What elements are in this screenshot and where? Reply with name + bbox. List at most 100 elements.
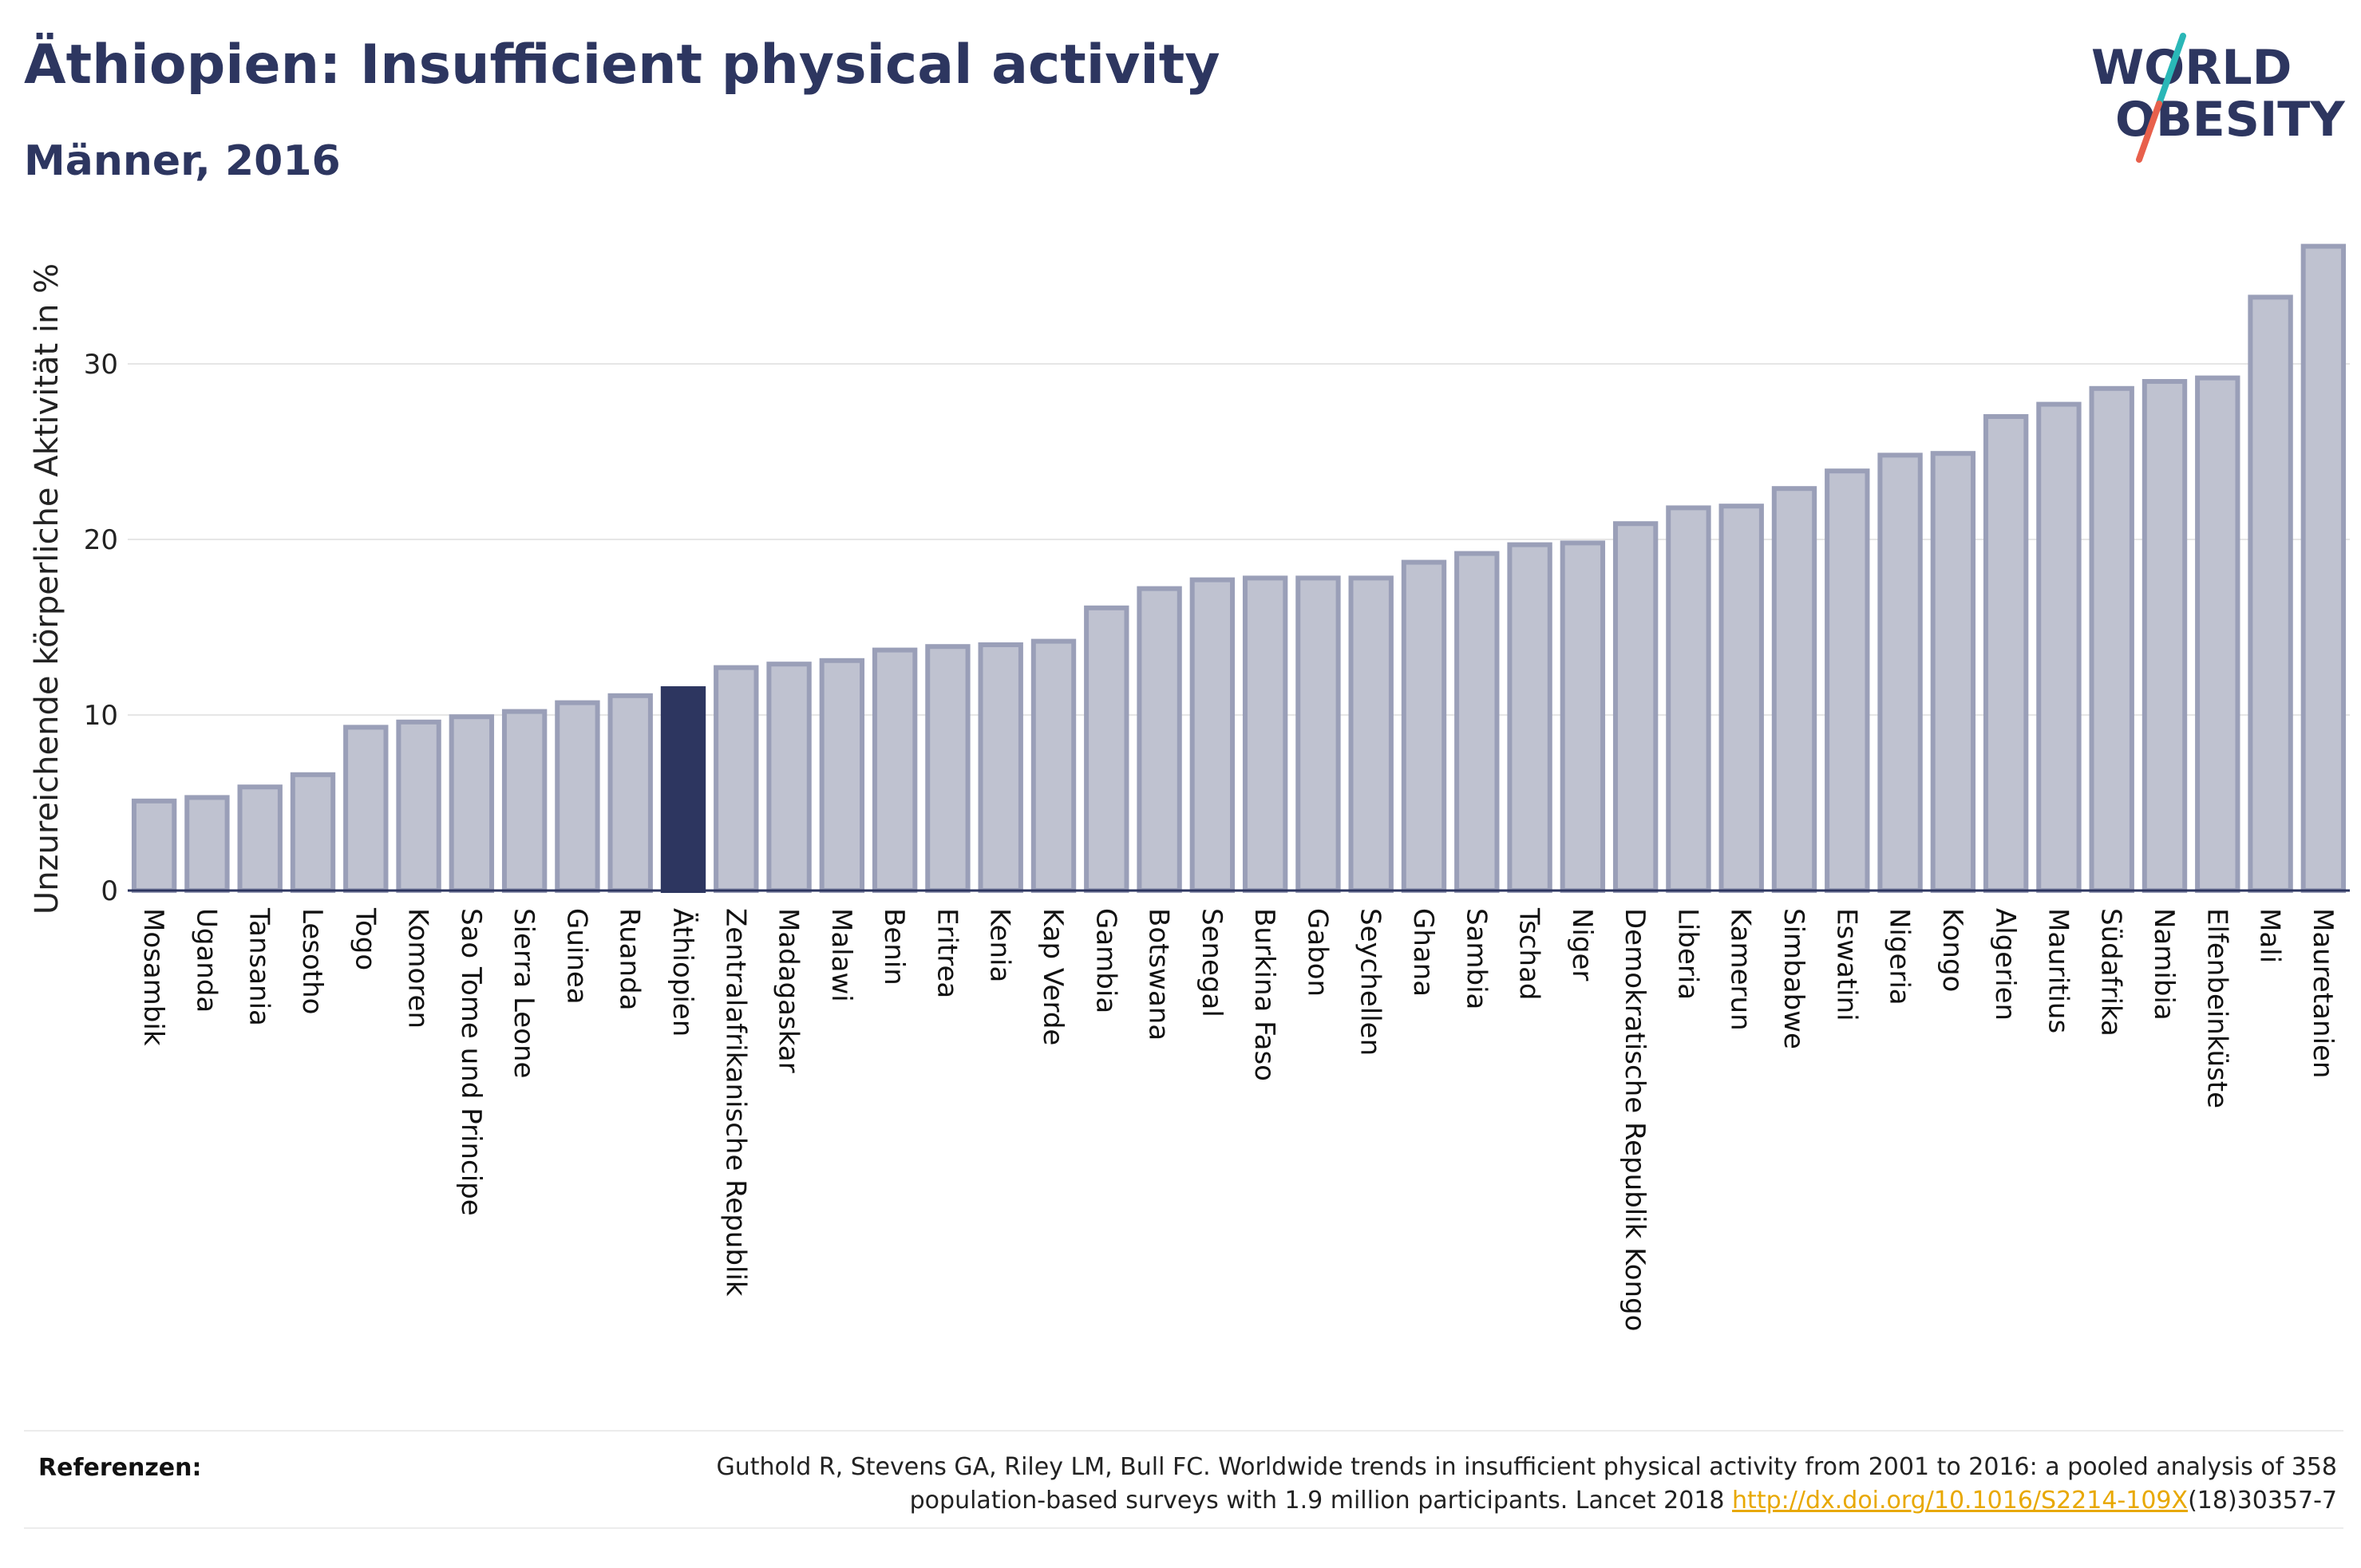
x-category-label: Niger (1566, 908, 1598, 981)
x-category-label: Mosambik (137, 908, 169, 1046)
x-category-label: Botswana (1143, 908, 1175, 1041)
bar (237, 784, 283, 894)
bar (1030, 638, 1077, 893)
x-category-label: Nigeria (1884, 908, 1916, 1005)
bar (555, 700, 600, 893)
x-category-label: Namibia (2148, 908, 2180, 1021)
bar (1454, 551, 1500, 893)
bar (131, 798, 177, 893)
x-category-label: Eritrea (931, 908, 963, 998)
bar-highlighted (660, 686, 706, 893)
bar (343, 725, 389, 894)
x-category-label: Liberia (1671, 908, 1703, 1000)
bar (184, 795, 230, 894)
bar (1295, 575, 1341, 894)
y-axis-title: Unzureichende körperliche Aktivität in % (29, 263, 65, 914)
references-text: Guthold R, Stevens GA, Riley LM, Bull FC… (581, 1451, 2337, 1518)
bar (1137, 586, 1182, 893)
bar (290, 772, 336, 893)
bar (766, 662, 812, 893)
x-category-label: Mali (2254, 908, 2286, 963)
x-category-label: Kap Verde (1037, 908, 1069, 1045)
x-axis-labels: Mosambik Uganda Tansania Lesotho Togo Komoren… (137, 907, 2339, 1331)
logo-line1: WORLD (2091, 40, 2292, 96)
y-tick-label: 20 (84, 524, 118, 556)
y-tick-label: 0 (101, 875, 118, 907)
bar (1666, 505, 1711, 894)
x-category-label: Tschad (1513, 907, 1545, 1001)
x-category-label: Guinea (560, 908, 592, 1005)
references-citation-end: (18)30357-7 (2188, 1487, 2337, 1515)
bar (449, 714, 495, 894)
bar (2195, 375, 2240, 894)
bar (714, 665, 759, 893)
x-category-label: Simbabwe (1778, 908, 1809, 1049)
references-label: Referenzen: (38, 1454, 202, 1482)
bar (1771, 486, 1817, 893)
bar (2089, 385, 2134, 893)
bar (396, 719, 441, 893)
bars (131, 243, 2347, 894)
y-axis-ticks: 0 10 20 30 (84, 349, 118, 907)
x-category-label: Zentralafrikanische Republik (719, 908, 751, 1297)
bar (1930, 451, 1976, 893)
bar (2300, 243, 2347, 894)
x-category-label: Äthiopien (666, 908, 698, 1037)
bar (2142, 379, 2188, 893)
bar (872, 647, 918, 893)
bar (1877, 452, 1923, 893)
bar (1401, 559, 1447, 893)
bar (1084, 605, 1129, 893)
bar (819, 658, 865, 893)
x-category-label: Madagaskar (773, 908, 805, 1073)
x-category-label: Kamerun (1725, 908, 1757, 1031)
x-category-label: Senegal (1196, 908, 1228, 1017)
x-category-label: Ruanda (614, 908, 646, 1010)
x-category-label: Ghana (1407, 908, 1439, 997)
bar (1507, 542, 1552, 893)
chart-title: Äthiopien: Insufficient physical activit… (24, 34, 1220, 97)
y-tick-label: 30 (84, 349, 118, 381)
logo-slash-bottom (2136, 101, 2162, 163)
bar-chart: 0 10 20 30 Mosambik Uganda Tansania Lesotho Tog… (29, 243, 2350, 1331)
x-category-label: Gabon (1301, 908, 1333, 997)
x-category-label: Südafrika (2095, 908, 2127, 1037)
x-category-label: Lesotho (296, 908, 328, 1014)
x-category-label: Togo (349, 907, 381, 970)
x-category-label: Kenia (984, 908, 1016, 982)
x-category-label: Sao Tome und Principe (455, 908, 487, 1216)
y-tick-label: 10 (84, 700, 118, 732)
x-category-label: Mauritius (2042, 908, 2074, 1033)
x-category-label: Sambia (1460, 908, 1492, 1009)
bar (1242, 575, 1288, 894)
references-divider-bottom (24, 1527, 2343, 1529)
bar (1189, 577, 1236, 893)
bar (925, 644, 971, 893)
references-divider-top (24, 1430, 2343, 1432)
bar (1612, 521, 1659, 893)
bar (978, 642, 1023, 893)
bar (607, 693, 653, 893)
x-category-label: Kongo (1936, 908, 1968, 992)
bar (1348, 575, 1394, 894)
chart-subtitle: Männer, 2016 (24, 137, 341, 185)
bar (1983, 414, 2029, 893)
x-category-label: Demokratische Republik Kongo (1619, 908, 1651, 1331)
logo-slash-top (2156, 33, 2186, 107)
x-category-label: Seychellen (1355, 908, 1386, 1056)
x-category-label: Eswatini (1830, 908, 1862, 1021)
x-category-label: Mauretanien (2307, 908, 2339, 1079)
world-obesity-logo: WORLD OBESITY (2091, 33, 2346, 163)
bar (2248, 294, 2293, 893)
x-category-label: Elfenbeinküste (2201, 908, 2232, 1108)
x-category-label: Komoren (402, 908, 434, 1029)
references-doi-link[interactable]: http://dx.doi.org/10.1016/S2214-109X (1732, 1487, 2189, 1515)
x-category-label: Uganda (190, 908, 222, 1013)
x-category-label: Malawi (825, 908, 857, 1002)
bar (2036, 401, 2082, 894)
x-category-label: Burkina Faso (1248, 908, 1280, 1081)
references-citation: Guthold R, Stevens GA, Riley LM, Bull FC… (716, 1453, 2337, 1515)
x-category-label: Algerien (1989, 908, 2021, 1021)
x-category-label: Tansania (243, 907, 275, 1026)
gridlines (128, 363, 2350, 716)
